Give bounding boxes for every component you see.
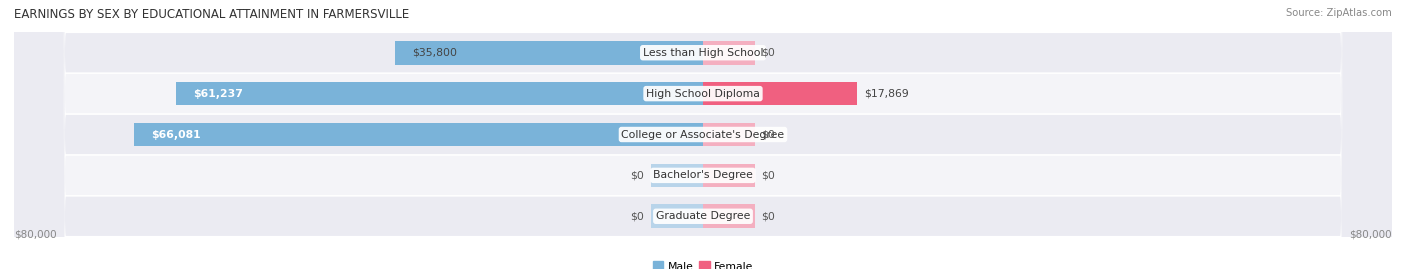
Bar	[703, 41, 755, 65]
Text: $0: $0	[762, 211, 776, 221]
Text: $80,000: $80,000	[14, 230, 56, 240]
FancyBboxPatch shape	[14, 0, 1392, 269]
Text: Bachelor's Degree: Bachelor's Degree	[652, 170, 754, 180]
Text: $0: $0	[762, 170, 776, 180]
Bar	[703, 164, 755, 187]
Text: Less than High School: Less than High School	[643, 48, 763, 58]
Text: $0: $0	[762, 129, 776, 140]
Bar	[395, 41, 703, 65]
Text: EARNINGS BY SEX BY EDUCATIONAL ATTAINMENT IN FARMERSVILLE: EARNINGS BY SEX BY EDUCATIONAL ATTAINMEN…	[14, 8, 409, 21]
FancyBboxPatch shape	[14, 0, 1392, 269]
FancyBboxPatch shape	[14, 0, 1392, 269]
Text: $0: $0	[630, 170, 644, 180]
Bar	[703, 204, 755, 228]
Text: Graduate Degree: Graduate Degree	[655, 211, 751, 221]
Bar	[651, 204, 703, 228]
Text: Source: ZipAtlas.com: Source: ZipAtlas.com	[1286, 8, 1392, 18]
Text: College or Associate's Degree: College or Associate's Degree	[621, 129, 785, 140]
Bar	[703, 123, 755, 146]
Legend: Male, Female: Male, Female	[648, 257, 758, 269]
Text: High School Diploma: High School Diploma	[647, 89, 759, 99]
Text: $80,000: $80,000	[1350, 230, 1392, 240]
Text: $35,800: $35,800	[412, 48, 457, 58]
Text: $61,237: $61,237	[193, 89, 243, 99]
Text: $0: $0	[762, 48, 776, 58]
Bar	[703, 82, 856, 105]
Text: $17,869: $17,869	[863, 89, 908, 99]
FancyBboxPatch shape	[14, 0, 1392, 269]
FancyBboxPatch shape	[14, 0, 1392, 269]
Bar	[651, 164, 703, 187]
Bar	[134, 123, 703, 146]
Bar	[176, 82, 703, 105]
Text: $66,081: $66,081	[152, 129, 201, 140]
Text: $0: $0	[630, 211, 644, 221]
